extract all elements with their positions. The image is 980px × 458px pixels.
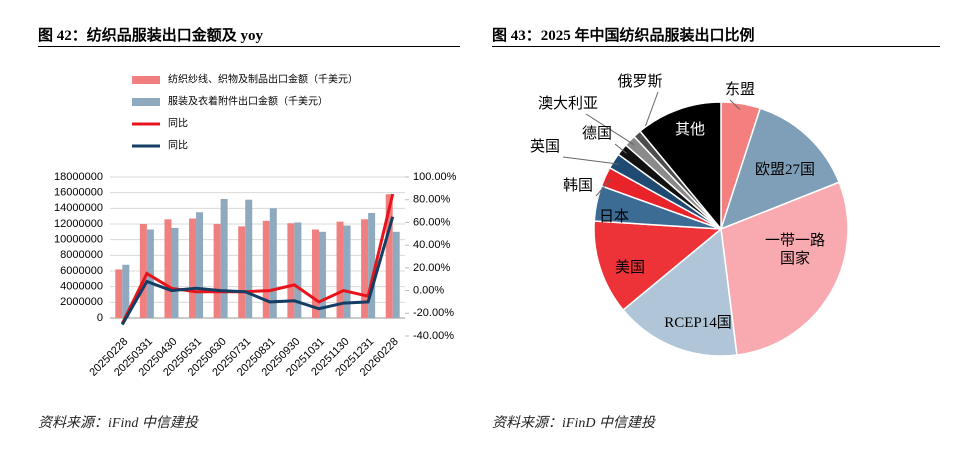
bar <box>392 231 400 318</box>
bar <box>294 222 302 318</box>
bar <box>189 218 197 318</box>
legend-label: 纺织纱线、织物及制品出口金额（千美元） <box>168 73 358 86</box>
pie-chart <box>562 91 849 357</box>
bar <box>122 264 130 318</box>
y-tick-label: 16000000 <box>54 187 103 199</box>
y-tick-label: 14000000 <box>54 202 103 214</box>
line <box>120 193 395 325</box>
slice-label: 其他 <box>674 122 705 138</box>
slice-label: RCEP14国 <box>664 315 732 331</box>
combo-chart: 0 2000000 4000000 6000000 8000000 10000000 120… <box>54 73 457 379</box>
leader-line <box>614 143 627 154</box>
y-tick-label: 12000000 <box>54 218 103 230</box>
slice-label: 东盟 <box>724 82 755 98</box>
slice-label: 韩国 <box>562 178 593 194</box>
bar <box>269 208 277 318</box>
y2-tick-label: 100.00% <box>413 171 457 183</box>
bar <box>368 213 376 318</box>
legend-label: 同比 <box>168 118 188 130</box>
bar <box>146 229 154 318</box>
leader-line <box>595 178 612 197</box>
slice-label: 澳大利亚 <box>537 96 598 112</box>
slice-label: 俄罗斯 <box>617 74 663 90</box>
y2-tick-label: 80.00% <box>413 194 451 206</box>
bar <box>139 224 147 318</box>
bar <box>311 229 319 318</box>
figure-title: 图 42：纺织品服装出口金额及 yoy <box>38 24 460 47</box>
bar <box>361 219 369 318</box>
bar <box>287 223 295 318</box>
pie-slice <box>719 107 841 231</box>
source: 资料来源：iFind 中信建投 <box>38 416 198 431</box>
bar <box>196 212 204 318</box>
slice-label: 德国 <box>581 126 612 142</box>
pie-slice <box>593 220 723 312</box>
leader-line <box>562 156 619 165</box>
slice-label: 美国 <box>614 260 645 276</box>
bar <box>245 199 253 318</box>
figure-title: 图 43：2025 年中国纺织品服装出口比例 <box>492 24 940 47</box>
line <box>120 216 395 326</box>
y2-tick-label: 40.00% <box>413 239 451 251</box>
y2-tick-label: 60.00% <box>413 216 451 228</box>
y2-tick-label: 0.00% <box>413 284 444 296</box>
pie-slice <box>720 181 849 356</box>
pie-slice <box>638 101 722 232</box>
legend-swatch <box>132 76 160 84</box>
bar <box>115 269 123 318</box>
slice-label: 英国 <box>529 139 560 155</box>
bar <box>343 225 351 318</box>
bar <box>385 194 393 318</box>
y-tick-label: 2000000 <box>60 296 103 308</box>
bar <box>262 220 270 318</box>
legend-label: 同比 <box>168 140 188 152</box>
leader-line <box>729 99 741 110</box>
y-tick-label: 6000000 <box>60 265 103 277</box>
legend-label: 服装及衣着附件出口金额（千美元） <box>168 95 328 108</box>
y-tick-label: 18000000 <box>54 171 103 183</box>
slice-label: 一带一路国家 <box>764 233 825 267</box>
bar <box>336 221 344 318</box>
y-tick-label: 0 <box>97 312 103 324</box>
bar <box>164 219 172 318</box>
y2-tick-label: 20.00% <box>413 262 451 274</box>
bar <box>318 231 326 318</box>
y2-tick-label: -40.00% <box>413 330 454 342</box>
pie-slice <box>622 227 738 357</box>
legend-swatch <box>132 98 160 106</box>
y2-tick-label: -20.00% <box>413 307 454 319</box>
bar <box>171 227 179 318</box>
bar <box>238 226 246 318</box>
slice-label: 日本 <box>598 209 629 225</box>
y-tick-label: 8000000 <box>60 249 103 261</box>
y-tick-label: 10000000 <box>54 234 103 246</box>
bar <box>220 198 228 318</box>
slice-label: 欧盟27国 <box>754 162 815 178</box>
bar <box>213 224 221 318</box>
y-tick-label: 4000000 <box>60 281 103 293</box>
source: 资料来源：iFinD 中信建投 <box>492 416 655 431</box>
leader-line <box>585 113 635 146</box>
